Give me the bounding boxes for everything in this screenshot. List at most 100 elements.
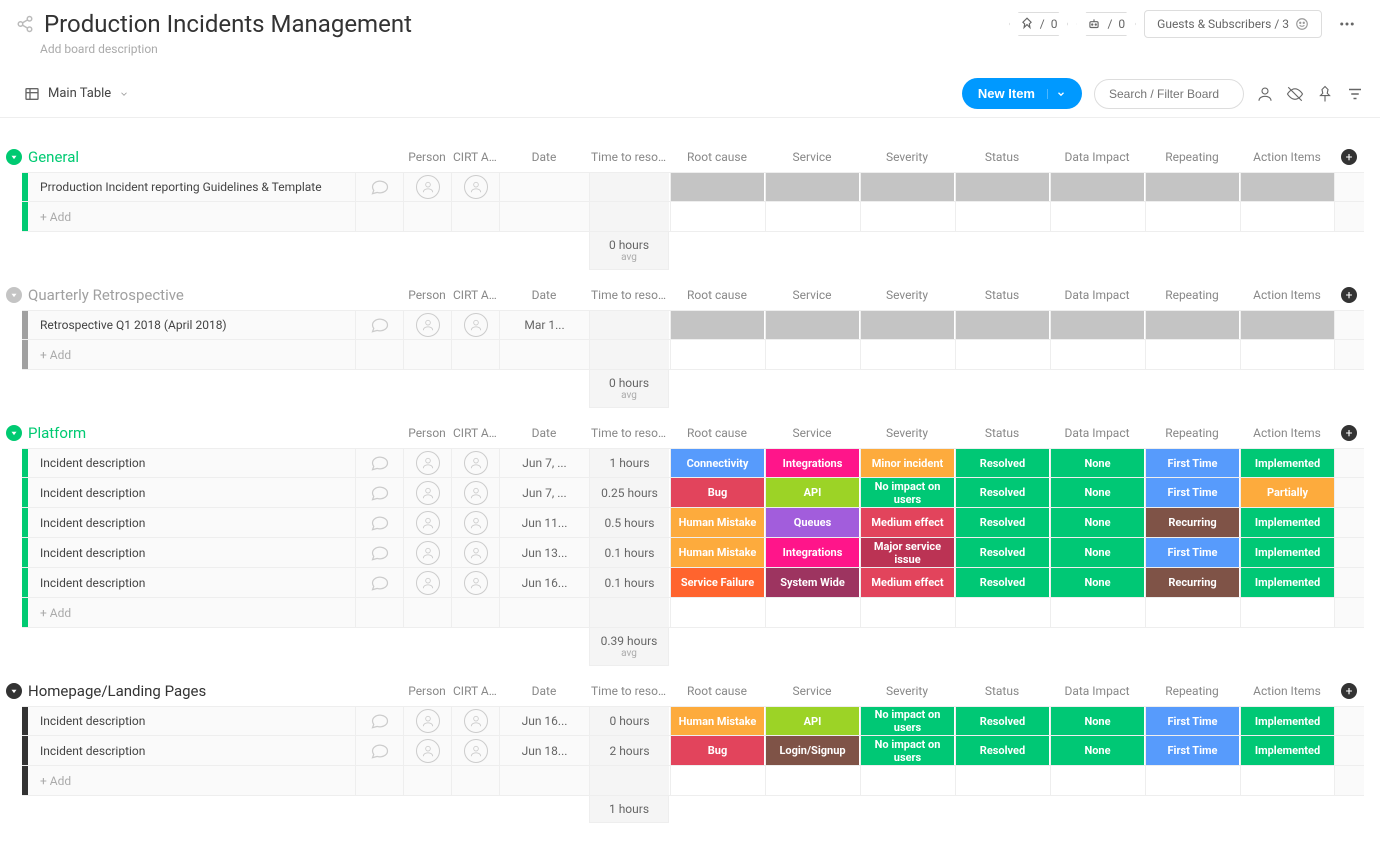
add-row[interactable]: + Add bbox=[22, 598, 1364, 628]
col-header[interactable]: Severity bbox=[860, 426, 954, 440]
group-title[interactable]: Platform bbox=[28, 424, 86, 442]
group-toggle[interactable] bbox=[6, 683, 22, 699]
status-cell[interactable]: Major service issue bbox=[860, 538, 954, 567]
add-label[interactable]: + Add bbox=[28, 202, 355, 231]
status-cell[interactable]: None bbox=[1050, 508, 1144, 537]
status-cell-blank[interactable] bbox=[670, 311, 764, 339]
cirt-cell[interactable] bbox=[451, 478, 499, 507]
col-header-person[interactable]: Person bbox=[403, 150, 451, 164]
person-cell[interactable] bbox=[403, 478, 451, 507]
col-header-time[interactable]: Time to reso... bbox=[589, 684, 669, 698]
status-cell[interactable]: Queues bbox=[765, 508, 859, 537]
col-header[interactable]: Status bbox=[955, 684, 1049, 698]
status-cell-blank[interactable] bbox=[765, 311, 859, 339]
col-header-date[interactable]: Date bbox=[499, 426, 589, 440]
status-cell-blank[interactable] bbox=[1145, 173, 1239, 201]
col-header[interactable]: Repeating bbox=[1145, 288, 1239, 302]
table-row[interactable]: Incident description Jun 16...0.1 hoursS… bbox=[22, 568, 1364, 598]
col-header[interactable]: Action Items bbox=[1240, 426, 1334, 440]
status-cell[interactable]: Medium effect bbox=[860, 508, 954, 537]
col-header[interactable]: Root cause bbox=[670, 684, 764, 698]
chat-icon[interactable] bbox=[355, 736, 403, 765]
col-header[interactable]: Repeating bbox=[1145, 150, 1239, 164]
table-row[interactable]: Prroduction Incident reporting Guideline… bbox=[22, 172, 1364, 202]
time-cell[interactable] bbox=[589, 311, 669, 339]
status-cell[interactable]: None bbox=[1050, 449, 1144, 477]
time-cell[interactable]: 0.1 hours bbox=[589, 538, 669, 567]
row-name[interactable]: Retrospective Q1 2018 (April 2018) bbox=[28, 311, 355, 339]
col-header[interactable]: Root cause bbox=[670, 150, 764, 164]
cirt-cell[interactable] bbox=[451, 707, 499, 735]
person-cell[interactable] bbox=[403, 736, 451, 765]
status-cell[interactable]: Resolved bbox=[955, 568, 1049, 597]
chat-icon[interactable] bbox=[355, 449, 403, 477]
chat-icon[interactable] bbox=[355, 538, 403, 567]
col-header-person[interactable]: Person bbox=[403, 426, 451, 440]
cirt-cell[interactable] bbox=[451, 736, 499, 765]
group-title[interactable]: Quarterly Retrospective bbox=[28, 286, 184, 304]
status-cell[interactable]: None bbox=[1050, 736, 1144, 765]
status-cell-blank[interactable] bbox=[670, 173, 764, 201]
table-row[interactable]: Incident description Jun 16...0 hoursHum… bbox=[22, 706, 1364, 736]
row-name[interactable]: Incident description bbox=[28, 508, 355, 537]
col-header[interactable]: Service bbox=[765, 150, 859, 164]
eye-off-icon[interactable] bbox=[1286, 85, 1304, 103]
status-cell[interactable]: System Wide bbox=[765, 568, 859, 597]
time-cell[interactable]: 0 hours bbox=[589, 707, 669, 735]
cirt-cell[interactable] bbox=[451, 568, 499, 597]
time-cell[interactable] bbox=[589, 173, 669, 201]
add-row[interactable]: + Add bbox=[22, 766, 1364, 796]
col-header-date[interactable]: Date bbox=[499, 288, 589, 302]
guests-badge[interactable]: Guests & Subscribers / 3 bbox=[1144, 10, 1322, 38]
person-cell[interactable] bbox=[403, 568, 451, 597]
filter-icon[interactable] bbox=[1346, 85, 1364, 103]
person-cell[interactable] bbox=[403, 311, 451, 339]
col-header-person[interactable]: Person bbox=[403, 684, 451, 698]
col-header-cirt[interactable]: CIRT As... bbox=[451, 150, 499, 164]
col-header[interactable]: Service bbox=[765, 684, 859, 698]
group-title[interactable]: General bbox=[28, 148, 79, 166]
status-cell-blank[interactable] bbox=[765, 173, 859, 201]
new-item-dropdown[interactable] bbox=[1047, 89, 1066, 99]
status-cell[interactable]: First Time bbox=[1145, 736, 1239, 765]
time-cell[interactable]: 0.5 hours bbox=[589, 508, 669, 537]
add-column-button[interactable]: + bbox=[1341, 287, 1357, 303]
add-label[interactable]: + Add bbox=[28, 766, 355, 795]
group-toggle[interactable] bbox=[6, 149, 22, 165]
status-cell[interactable]: Login/Signup bbox=[765, 736, 859, 765]
status-cell[interactable]: Minor incident bbox=[860, 449, 954, 477]
status-cell[interactable]: Human Mistake bbox=[670, 707, 764, 735]
col-header-time[interactable]: Time to reso... bbox=[589, 150, 669, 164]
chat-icon[interactable] bbox=[355, 173, 403, 201]
share-icon[interactable] bbox=[16, 15, 34, 33]
status-cell[interactable]: Implemented bbox=[1240, 736, 1334, 765]
status-cell[interactable]: Resolved bbox=[955, 478, 1049, 507]
board-title[interactable]: Production Incidents Management bbox=[44, 10, 412, 38]
chat-icon[interactable] bbox=[355, 508, 403, 537]
col-header[interactable]: Data Impact bbox=[1050, 426, 1144, 440]
row-name[interactable]: Incident description bbox=[28, 478, 355, 507]
row-name[interactable]: Incident description bbox=[28, 538, 355, 567]
pin-icon[interactable] bbox=[1316, 85, 1334, 103]
col-header[interactable]: Status bbox=[955, 288, 1049, 302]
cirt-cell[interactable] bbox=[451, 173, 499, 201]
chat-icon[interactable] bbox=[355, 707, 403, 735]
col-header-cirt[interactable]: CIRT As... bbox=[451, 684, 499, 698]
add-label[interactable]: + Add bbox=[28, 598, 355, 627]
person-cell[interactable] bbox=[403, 173, 451, 201]
table-row[interactable]: Incident description Jun 7, ...0.25 hour… bbox=[22, 478, 1364, 508]
col-header[interactable]: Repeating bbox=[1145, 426, 1239, 440]
status-cell[interactable]: Connectivity bbox=[670, 449, 764, 477]
status-cell[interactable]: No impact on users bbox=[860, 707, 954, 735]
col-header-date[interactable]: Date bbox=[499, 150, 589, 164]
status-cell[interactable]: Resolved bbox=[955, 508, 1049, 537]
cirt-cell[interactable] bbox=[451, 449, 499, 477]
status-cell[interactable]: Implemented bbox=[1240, 538, 1334, 567]
date-cell[interactable] bbox=[499, 173, 589, 201]
time-cell[interactable]: 0.1 hours bbox=[589, 568, 669, 597]
status-cell[interactable]: Implemented bbox=[1240, 568, 1334, 597]
date-cell[interactable]: Jun 7, ... bbox=[499, 449, 589, 477]
robot-badge[interactable]: / 0 bbox=[1076, 12, 1136, 36]
add-row[interactable]: + Add bbox=[22, 340, 1364, 370]
col-header[interactable]: Status bbox=[955, 150, 1049, 164]
